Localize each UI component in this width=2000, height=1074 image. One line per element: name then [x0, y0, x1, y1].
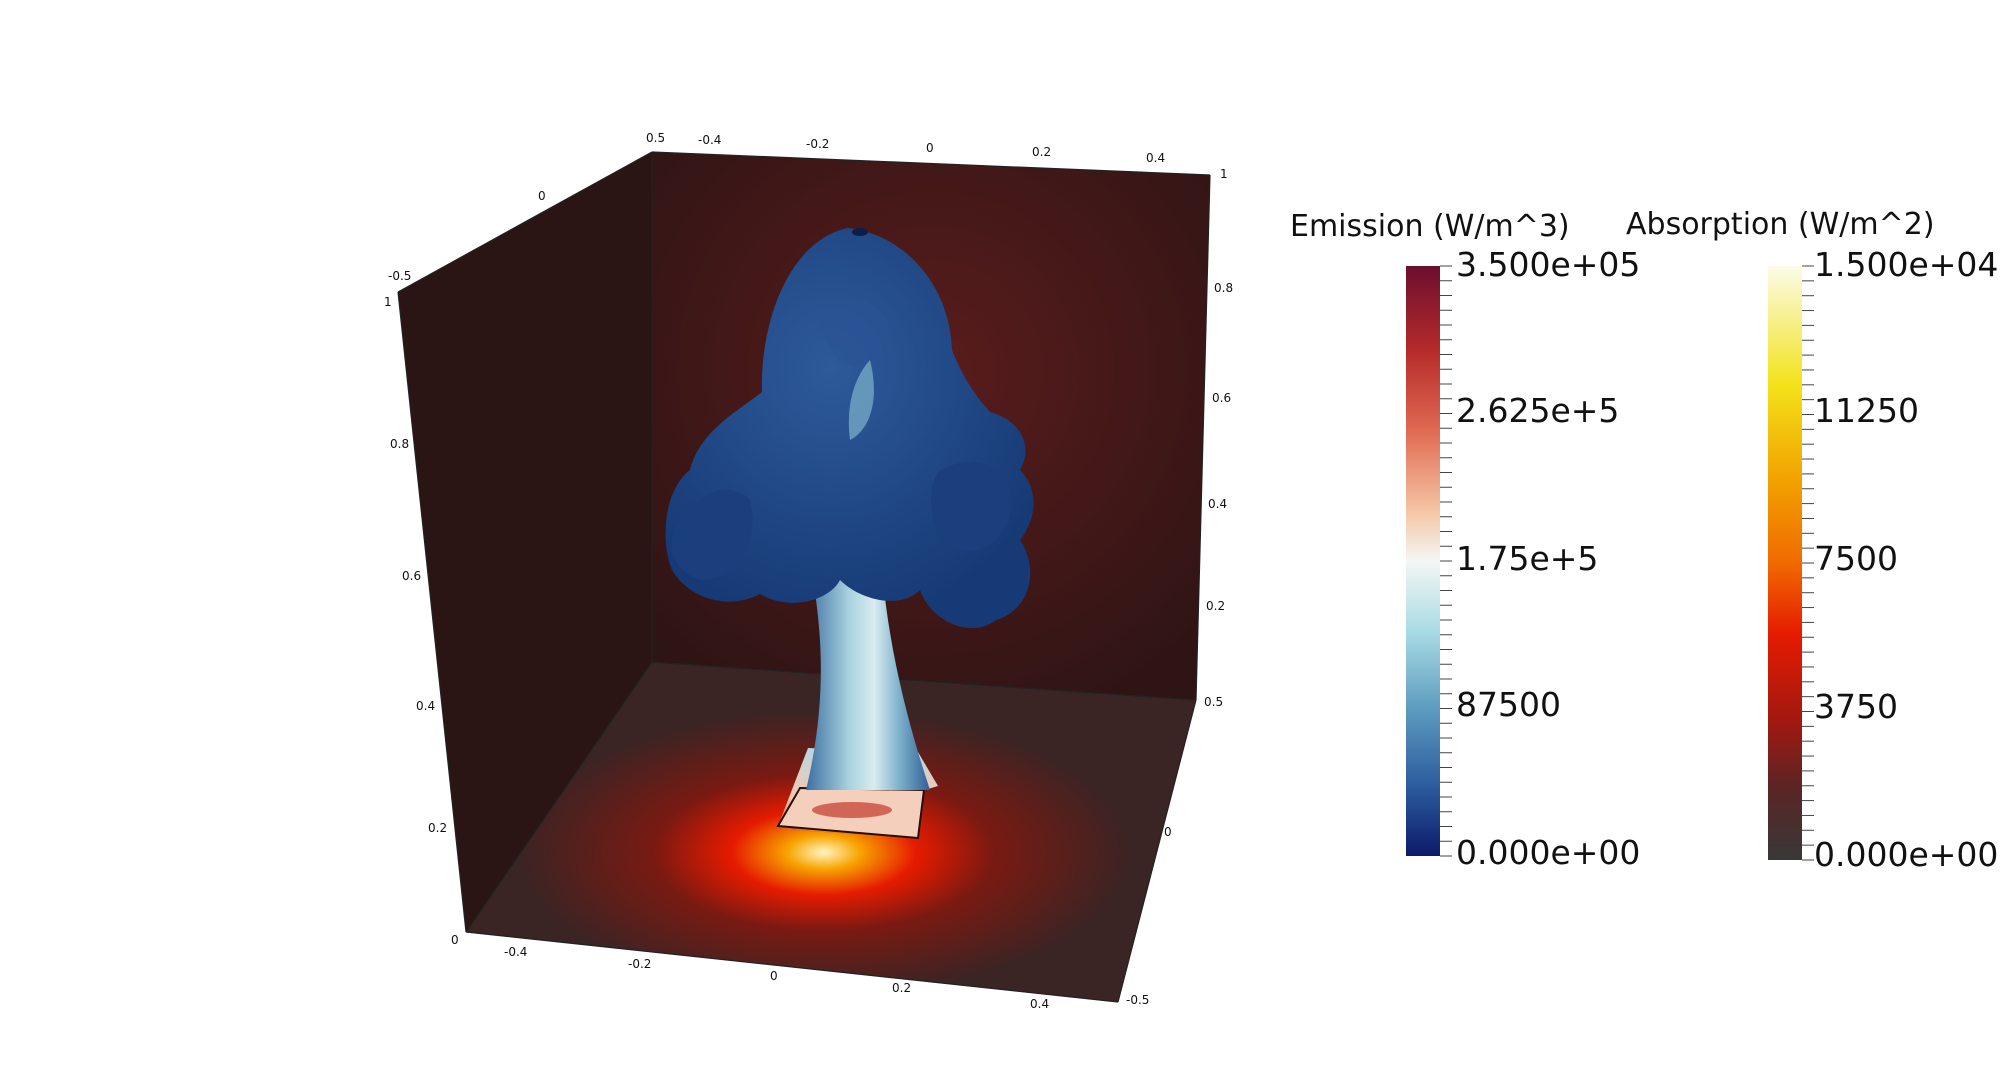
emission-label-min: 0.000e+00	[1456, 833, 1640, 872]
emission-colorbar	[1406, 266, 1440, 856]
axis-left-z: 1 0.8 0.6 0.4 0.2 0	[384, 295, 459, 947]
tick-zl-3: 0.4	[416, 699, 435, 713]
emission-label-3q: 2.625e+5	[1456, 391, 1619, 430]
emission-label-mid: 1.75e+5	[1456, 539, 1598, 578]
tick-top-4: 0.2	[1032, 145, 1051, 159]
tick-bot-0: -0.4	[504, 945, 527, 959]
emission-label-max: 3.500e+05	[1456, 245, 1640, 284]
tick-bot-4: 0.4	[1030, 997, 1049, 1011]
absorption-legend: Absorption (W/m^2) 1.500e+04 11250 7500 …	[1626, 207, 1998, 874]
tick-top-5: 0.4	[1146, 151, 1165, 165]
tick-depth-1: -0.5	[388, 269, 411, 283]
floor-plane	[466, 662, 1196, 1002]
tick-yr-0: 0	[1164, 825, 1172, 839]
tick-zl-5: 0	[451, 933, 459, 947]
tick-zl-1: 0.8	[390, 437, 409, 451]
absorption-legend-title: Absorption (W/m^2)	[1626, 207, 1935, 242]
tick-zl-4: 0.2	[428, 821, 447, 835]
emission-legend-title: Emission (W/m^3)	[1290, 209, 1570, 244]
axis-top: 0.5 -0.4 -0.2 0 0.2 0.4 1	[646, 131, 1228, 181]
tick-depth-0: 0	[538, 189, 546, 203]
absorption-label-max: 1.500e+04	[1814, 245, 1998, 284]
tick-top-0: 0.5	[646, 131, 665, 145]
tick-top-2: -0.2	[806, 137, 829, 151]
tick-top-3: 0	[926, 141, 934, 155]
absorption-colorbar	[1768, 266, 1802, 860]
tick-zr-1: 0.6	[1212, 391, 1231, 405]
emission-label-1q: 87500	[1456, 685, 1561, 724]
tick-top-6: 1	[1220, 167, 1228, 181]
box-edges	[397, 151, 1211, 1003]
absorption-label-1q: 3750	[1814, 687, 1898, 726]
axis-bottom: -0.4 -0.2 0 0.2 0.4	[504, 945, 1049, 1011]
absorption-label-3q: 11250	[1814, 391, 1919, 430]
emission-legend: Emission (W/m^3) 3.500e+05 2.625e+5 1.75…	[1290, 209, 1640, 872]
plume-stem	[806, 540, 930, 790]
tick-zl-0: 1	[384, 295, 392, 309]
axis-right-z: 0.8 0.6 0.4 0.2 0.5	[1204, 281, 1233, 709]
tick-bot-1: -0.2	[628, 957, 651, 971]
tick-yr-1: -0.5	[1126, 993, 1149, 1007]
tick-bot-3: 0.2	[892, 981, 911, 995]
tick-zr-3: 0.2	[1206, 599, 1225, 613]
left-wall	[398, 152, 652, 932]
tick-zr-2: 0.4	[1208, 497, 1227, 511]
tick-zl-2: 0.6	[402, 569, 421, 583]
tick-bot-2: 0	[770, 969, 778, 983]
absorption-label-min: 0.000e+00	[1814, 835, 1998, 874]
plume-surface	[665, 228, 1034, 840]
tick-zr-4: 0.5	[1204, 695, 1223, 709]
tick-zr-0: 0.8	[1214, 281, 1233, 295]
axis-right-depth: 0 -0.5	[1126, 825, 1172, 1007]
absorption-label-mid: 7500	[1814, 539, 1898, 578]
tick-top-1: -0.4	[698, 133, 721, 147]
axis-left-depth: 0 -0.5	[388, 189, 546, 283]
